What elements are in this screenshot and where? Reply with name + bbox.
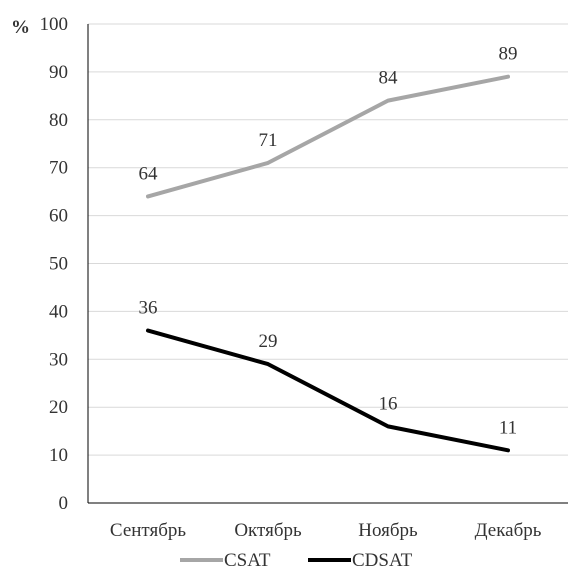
x-tick-label: Октябрь — [234, 520, 302, 541]
y-tick-label: 50 — [49, 254, 68, 275]
y-tick-label: 20 — [49, 397, 68, 418]
legend-label-cdsat: CDSAT — [352, 550, 413, 569]
data-label-cdsat: 16 — [379, 393, 398, 414]
axes: 0 10 20 30 40 50 60 70 80 90 100 Сентябрь Октябрь Ноя… — [40, 14, 569, 541]
series-line-csat — [148, 77, 508, 197]
gridlines — [88, 24, 568, 455]
y-tick-label: 100 — [40, 14, 69, 35]
y-tick-label: 80 — [49, 110, 68, 131]
y-tick-label: 40 — [49, 301, 68, 322]
data-labels: 64 71 84 89 36 29 16 11 — [139, 44, 518, 439]
data-label-cdsat: 29 — [259, 331, 278, 352]
y-tick-label: 90 — [49, 62, 68, 83]
data-label-cdsat: 36 — [139, 298, 158, 319]
x-tick-label: Декабрь — [475, 520, 542, 541]
x-tick-label: Сентябрь — [110, 520, 186, 541]
series-line-cdsat — [148, 331, 508, 451]
y-tick-label: 60 — [49, 206, 68, 227]
y-tick-label: 0 — [59, 493, 69, 514]
data-label-csat: 71 — [259, 130, 278, 151]
data-label-cdsat: 11 — [499, 417, 517, 438]
y-tick-label: 30 — [49, 349, 68, 370]
data-label-csat: 89 — [499, 44, 518, 65]
legend: CSAT CDSAT — [180, 550, 413, 569]
data-label-csat: 64 — [139, 163, 159, 184]
y-unit-label: % — [11, 17, 30, 38]
x-tick-label: Ноябрь — [358, 520, 418, 541]
y-tick-label: 10 — [49, 445, 68, 466]
legend-label-csat: CSAT — [224, 550, 271, 569]
y-tick-label: 70 — [49, 158, 68, 179]
data-label-csat: 84 — [379, 68, 399, 89]
